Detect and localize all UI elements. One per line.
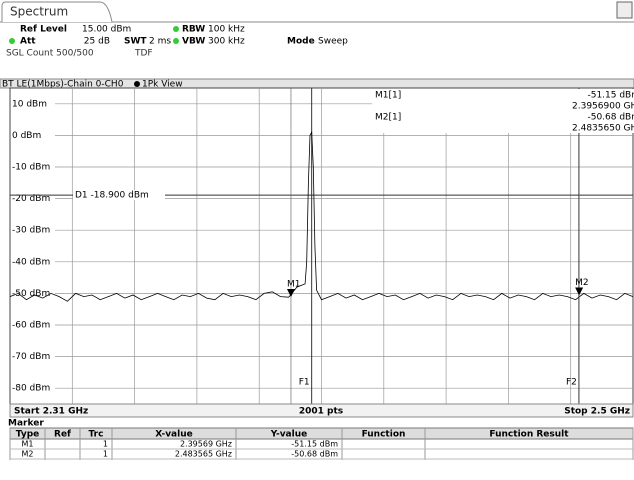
table-cell: -50.68 dBm: [291, 450, 338, 459]
y-tick-label: -20 dBm: [12, 194, 50, 204]
setting: VBW: [182, 37, 205, 47]
column-header: Ref: [54, 430, 71, 440]
column-header: Function Result: [489, 430, 569, 440]
label-bg: [11, 193, 55, 204]
setting: RBW: [182, 25, 205, 35]
label-bg: [73, 190, 165, 201]
label-bg: [11, 383, 55, 394]
readout-y: -50.68 dBm: [587, 113, 634, 123]
readout-x: 2.3956900 GHz: [572, 102, 634, 112]
column-header: Y-value: [270, 430, 307, 440]
y-tick-label: 10 dBm: [12, 99, 47, 109]
marker: [575, 287, 584, 296]
tab[interactable]: [1, 1, 113, 23]
label-bg: [11, 320, 55, 330]
table-cell: 2.483565 GHz: [175, 450, 232, 459]
column-header: Function: [362, 430, 406, 440]
legend-entry: 1Pk View: [142, 80, 183, 90]
trace-title: BT LE(1Mbps)-Chain 0-CH0: [2, 80, 124, 90]
setting: SGL Count 500/500: [6, 49, 94, 59]
table-cell: -51.15 dBm: [291, 440, 338, 449]
x-start: Start 2.31 GHz: [14, 407, 88, 417]
marker-label: M1: [287, 280, 301, 290]
setting: Sweep: [318, 37, 348, 47]
setting: SWT: [124, 37, 147, 47]
setting: 300 kHz: [208, 37, 245, 47]
setting: Att: [20, 37, 36, 47]
setting: 100 kHz: [208, 25, 245, 35]
table-title: Marker: [8, 419, 44, 429]
y-tick-label: -80 dBm: [12, 384, 50, 394]
column-header: X-value: [155, 430, 192, 440]
y-tick-label: -60 dBm: [12, 321, 50, 331]
y-tick-label: -10 dBm: [12, 163, 50, 173]
y-tick-label: -40 dBm: [12, 257, 50, 267]
column-header: Type: [16, 430, 39, 440]
frequency-line-label: F1: [299, 377, 310, 387]
label-bg: [11, 98, 55, 109]
setting: 25 dB: [84, 37, 110, 47]
x-footer: [9, 403, 634, 418]
label-bg: [11, 130, 55, 141]
y-tick-label: -30 dBm: [12, 226, 50, 236]
indicator: [9, 38, 15, 44]
setting: 2 ms: [149, 37, 171, 47]
table-cell: 2.39569 GHz: [180, 440, 232, 449]
setting: TDF: [134, 49, 153, 59]
label-bg: [11, 225, 55, 236]
table-cell: M1: [22, 440, 34, 449]
display-line-label: D1 -18.900 dBm: [75, 191, 149, 201]
frequency-line-label: F2: [566, 377, 577, 387]
marker-label: M2: [575, 278, 589, 288]
setting: 15.00 dBm: [82, 25, 131, 35]
marker: [286, 289, 295, 298]
table-cell: M2: [22, 450, 34, 459]
y-tick-label: -50 dBm: [12, 289, 50, 299]
readout-y: -51.15 dBm: [587, 91, 634, 101]
x-points: 2001 pts: [299, 407, 343, 417]
table-cell: 1: [103, 450, 108, 459]
readout-name: M2[1]: [375, 113, 401, 123]
readout-bg: [372, 111, 634, 133]
label-bg: [11, 162, 55, 172]
label-bg: [11, 288, 55, 299]
label-bg: [11, 351, 55, 362]
trace-indicator: [134, 81, 140, 87]
y-tick-label: -70 dBm: [12, 352, 50, 362]
setting: Mode: [287, 37, 315, 47]
column-header: Trc: [89, 430, 104, 440]
table-cell: 1: [103, 440, 108, 449]
indicator: [173, 26, 179, 32]
readout-name: M1[1]: [375, 91, 401, 101]
readout-x: 2.4835650 GHz: [572, 124, 634, 134]
x-stop: Stop 2.5 GHz: [564, 407, 630, 417]
label-bg: [11, 256, 55, 267]
readout-bg: [372, 89, 634, 111]
tab-title[interactable]: Spectrum: [10, 5, 68, 19]
indicator: [173, 38, 179, 44]
menu-icon[interactable]: [616, 1, 633, 19]
y-tick-label: 0 dBm: [12, 131, 41, 141]
plot: 10 dBm 0 dBm -10 dBm -20 dBm -30 dBm -40 dBm -…: [10, 88, 634, 404]
trace: [10, 130, 634, 302]
setting: Ref Level: [20, 25, 67, 35]
